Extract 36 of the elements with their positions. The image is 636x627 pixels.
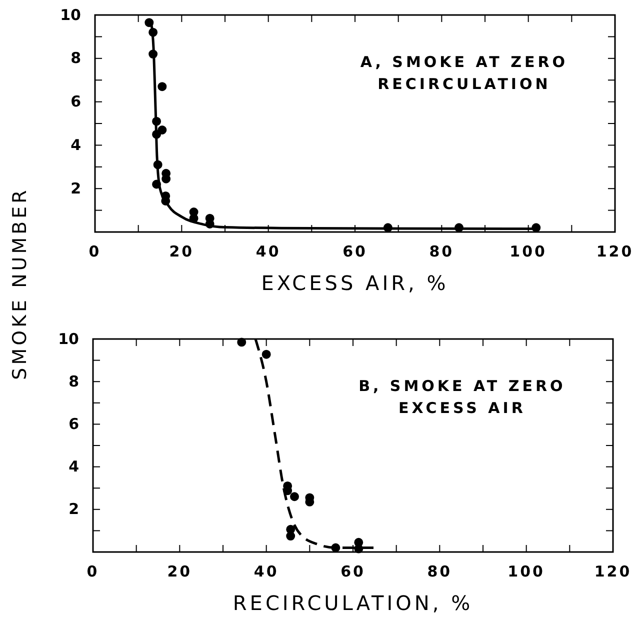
y-tick-label: 2 [68,500,79,518]
x-tick-label: 20 [167,562,192,581]
annotation: B, SMOKE AT ZERO EXCESS AIR [358,377,566,417]
point [158,82,167,92]
x-tick-label: 20 [169,242,194,261]
point [290,492,299,502]
point [237,338,246,347]
x-tick-label: 100 [508,562,545,581]
y-tick-label: 6 [68,415,79,433]
y-tick-label: 8 [70,49,81,68]
y-tick-label: 4 [68,458,79,476]
y-tick-label: 10 [58,330,79,348]
x-tick-label: 80 [429,242,454,261]
point [286,532,296,541]
point [262,350,271,359]
y-tick-label: 6 [70,92,81,111]
x-tick-label: 120 [596,242,634,261]
x-tick-label: 40 [256,242,281,261]
y-axis-title: SMOKE NUMBER [9,187,31,380]
y-tick-label: 8 [68,372,79,390]
x-axis-title: EXCESS AIR, % [261,271,449,295]
y-tick-label: 4 [70,136,81,154]
x-axis-title: RECIRCULATION, % [232,591,474,615]
x-tick-label: 0 [88,242,102,261]
point [158,126,167,134]
x-tick-label: 60 [340,562,366,581]
x-tick-label: 40 [254,562,279,581]
x-tick-label: 0 [86,562,100,581]
x-tick-label: 80 [427,562,452,581]
point [144,18,154,28]
x-tick-label: 120 [594,562,632,581]
x-tick-label: 60 [342,242,368,261]
annotation: A, SMOKE AT ZERO RECIRCULATION [360,53,568,93]
y-tick-label: 2 [70,179,81,198]
y-tick-label: 10 [60,6,81,24]
x-tick-label: 100 [510,242,547,261]
